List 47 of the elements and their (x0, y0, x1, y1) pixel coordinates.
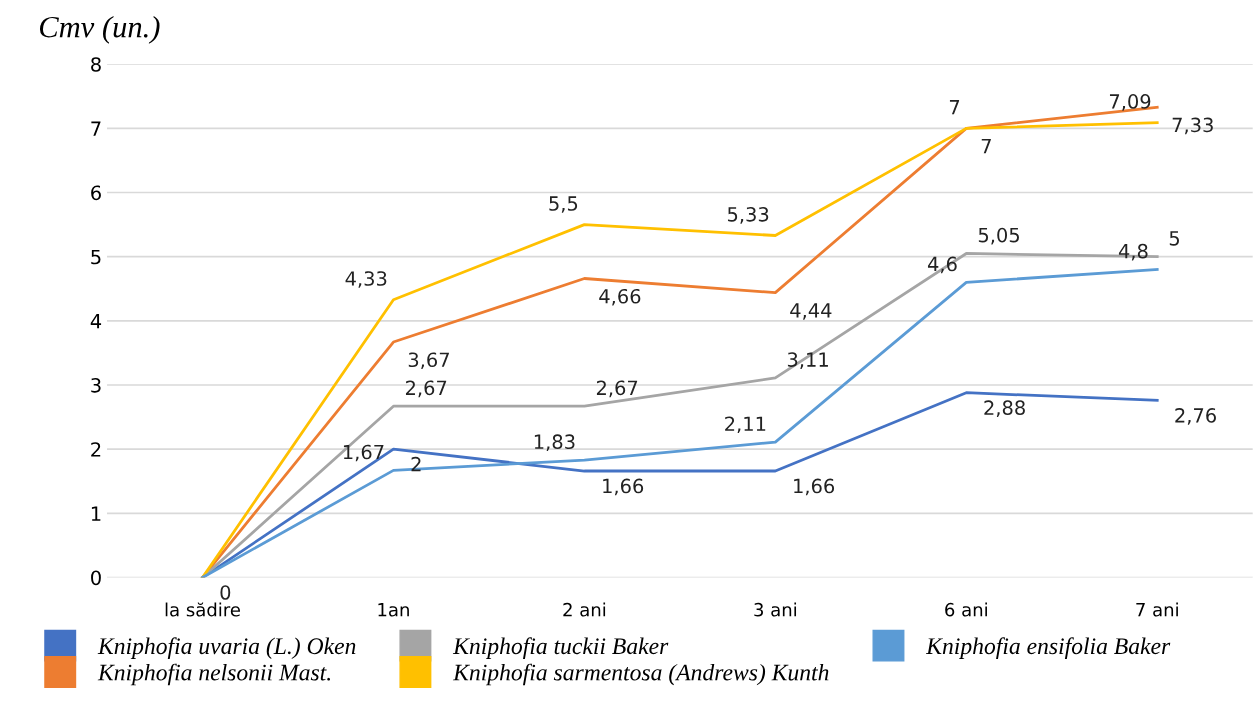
data-label: 2,67 (405, 380, 447, 398)
data-label: 7 (949, 100, 960, 115)
data-label: 7,09 (1109, 94, 1151, 111)
data-label: 1,67 (343, 444, 384, 462)
data-label: 2,88 (984, 400, 1025, 418)
y-tick-label: 6 (91, 185, 101, 201)
legend-label: Kniphofia nelsonii Mast. (97, 663, 331, 686)
x-tick-label: 1an (378, 603, 409, 617)
y-tick-label: 7 (91, 121, 101, 136)
x-tick-label: 6 ani (945, 602, 987, 617)
data-label: 3,11 (787, 352, 828, 369)
y-tick-label: 8 (91, 57, 101, 72)
x-tick-label: la sădire (165, 602, 240, 617)
data-label: 1,83 (534, 434, 575, 452)
y-tick-label: 1 (91, 506, 101, 521)
data-label: 7 (981, 138, 991, 154)
data-label: 4,33 (345, 271, 387, 288)
data-label: 2,67 (596, 380, 638, 398)
data-label: 4,8 (1118, 243, 1148, 261)
data-label: 2,76 (1175, 408, 1216, 425)
data-label: 5,05 (978, 227, 1019, 245)
y-tick-label: 2 (91, 442, 101, 457)
x-tick-label: 2 ani (563, 602, 606, 617)
data-label: 4,6 (927, 256, 957, 274)
data-label: 3,67 (408, 352, 449, 370)
y-tick-label: 5 (91, 249, 101, 265)
data-label: 2,11 (725, 416, 766, 434)
data-label: 7,33 (1172, 117, 1213, 135)
legend-label: Kniphofia sarmentosa (Andrews) Kunth (452, 663, 829, 686)
data-label: 4,44 (790, 303, 832, 320)
data-label: 1,66 (794, 478, 835, 496)
data-label: 5,33 (727, 206, 769, 224)
legend-label: Kniphofia ensifolia Baker (925, 637, 1171, 659)
y-tick-label: 4 (90, 314, 102, 329)
data-label: 2 (411, 456, 421, 472)
data-label: 4,66 (599, 288, 641, 306)
x-tick-label: 7 ani (1136, 602, 1178, 617)
legend-label: Kniphofia tuckii Baker (452, 637, 669, 659)
y-axis-title: Cmv (un.) (39, 15, 160, 44)
data-label: 1,66 (603, 478, 644, 496)
y-tick-label: 3 (91, 377, 101, 393)
data-label: 0 (220, 585, 231, 600)
data-label: 5,5 (549, 196, 578, 213)
x-tick-label: 3 ani (754, 602, 797, 617)
y-tick-label: 0 (91, 570, 101, 586)
legend-label: Kniphofia uvaria (L.) Oken (97, 637, 356, 659)
data-label: 5 (1169, 231, 1180, 246)
